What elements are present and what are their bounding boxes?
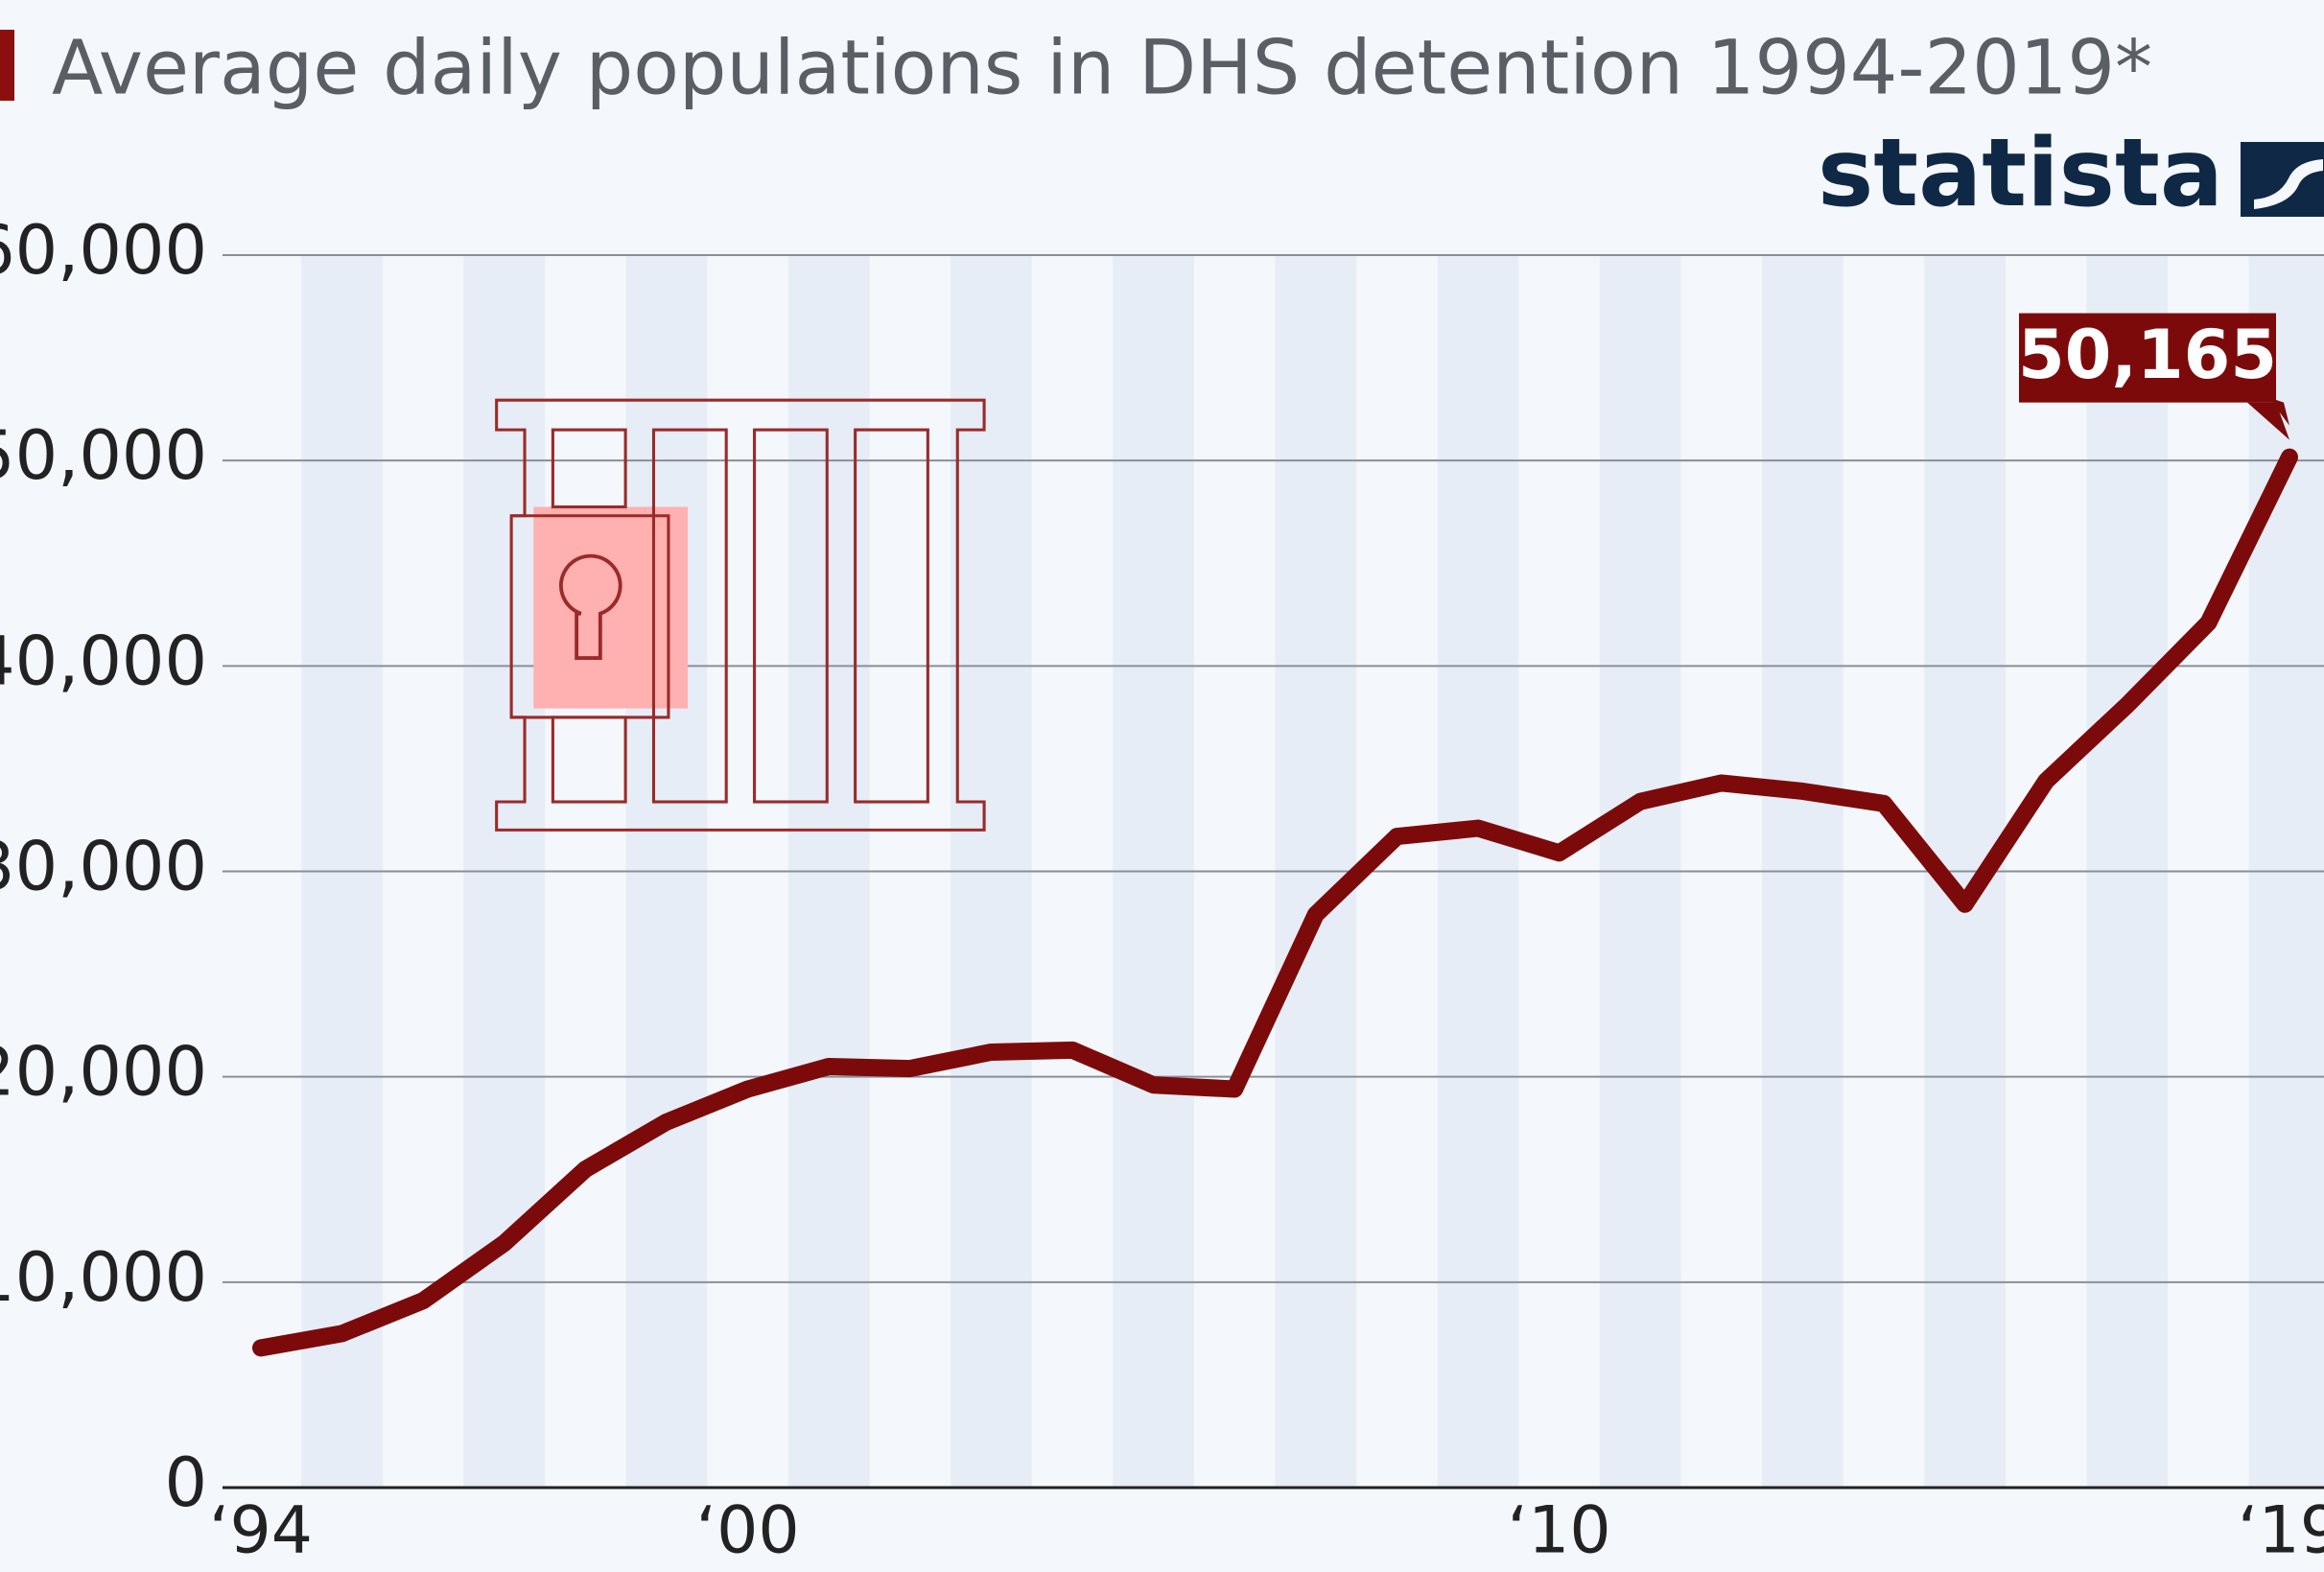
chart-title: Average daily populations in DHS detenti… [52, 25, 2152, 111]
x-tick-label: ‘19 [2238, 1493, 2324, 1569]
logo: statista [1818, 119, 2223, 228]
y-tick-label: 0 [164, 1443, 207, 1522]
title-accent [0, 30, 14, 101]
value-label-pointer [2247, 402, 2289, 440]
x-tick-label: ‘94 [209, 1493, 313, 1569]
y-tick-label: 20,000 [0, 1033, 207, 1112]
logo-icon [2241, 142, 2324, 217]
y-tick-label: 60,000 [0, 211, 207, 290]
y-tick-label: 40,000 [0, 622, 207, 700]
value-label: 50,165 [2018, 316, 2277, 394]
x-tick-label: ‘10 [1508, 1493, 1611, 1569]
y-tick-label: 10,000 [0, 1238, 207, 1317]
y-tick-label: 50,000 [0, 416, 207, 495]
cage-icon [495, 398, 986, 832]
data-line [252, 448, 2298, 1357]
value-label-bg [2019, 313, 2276, 403]
x-tick-label: ‘00 [696, 1493, 800, 1569]
y-tick-label: 30,000 [0, 828, 207, 906]
